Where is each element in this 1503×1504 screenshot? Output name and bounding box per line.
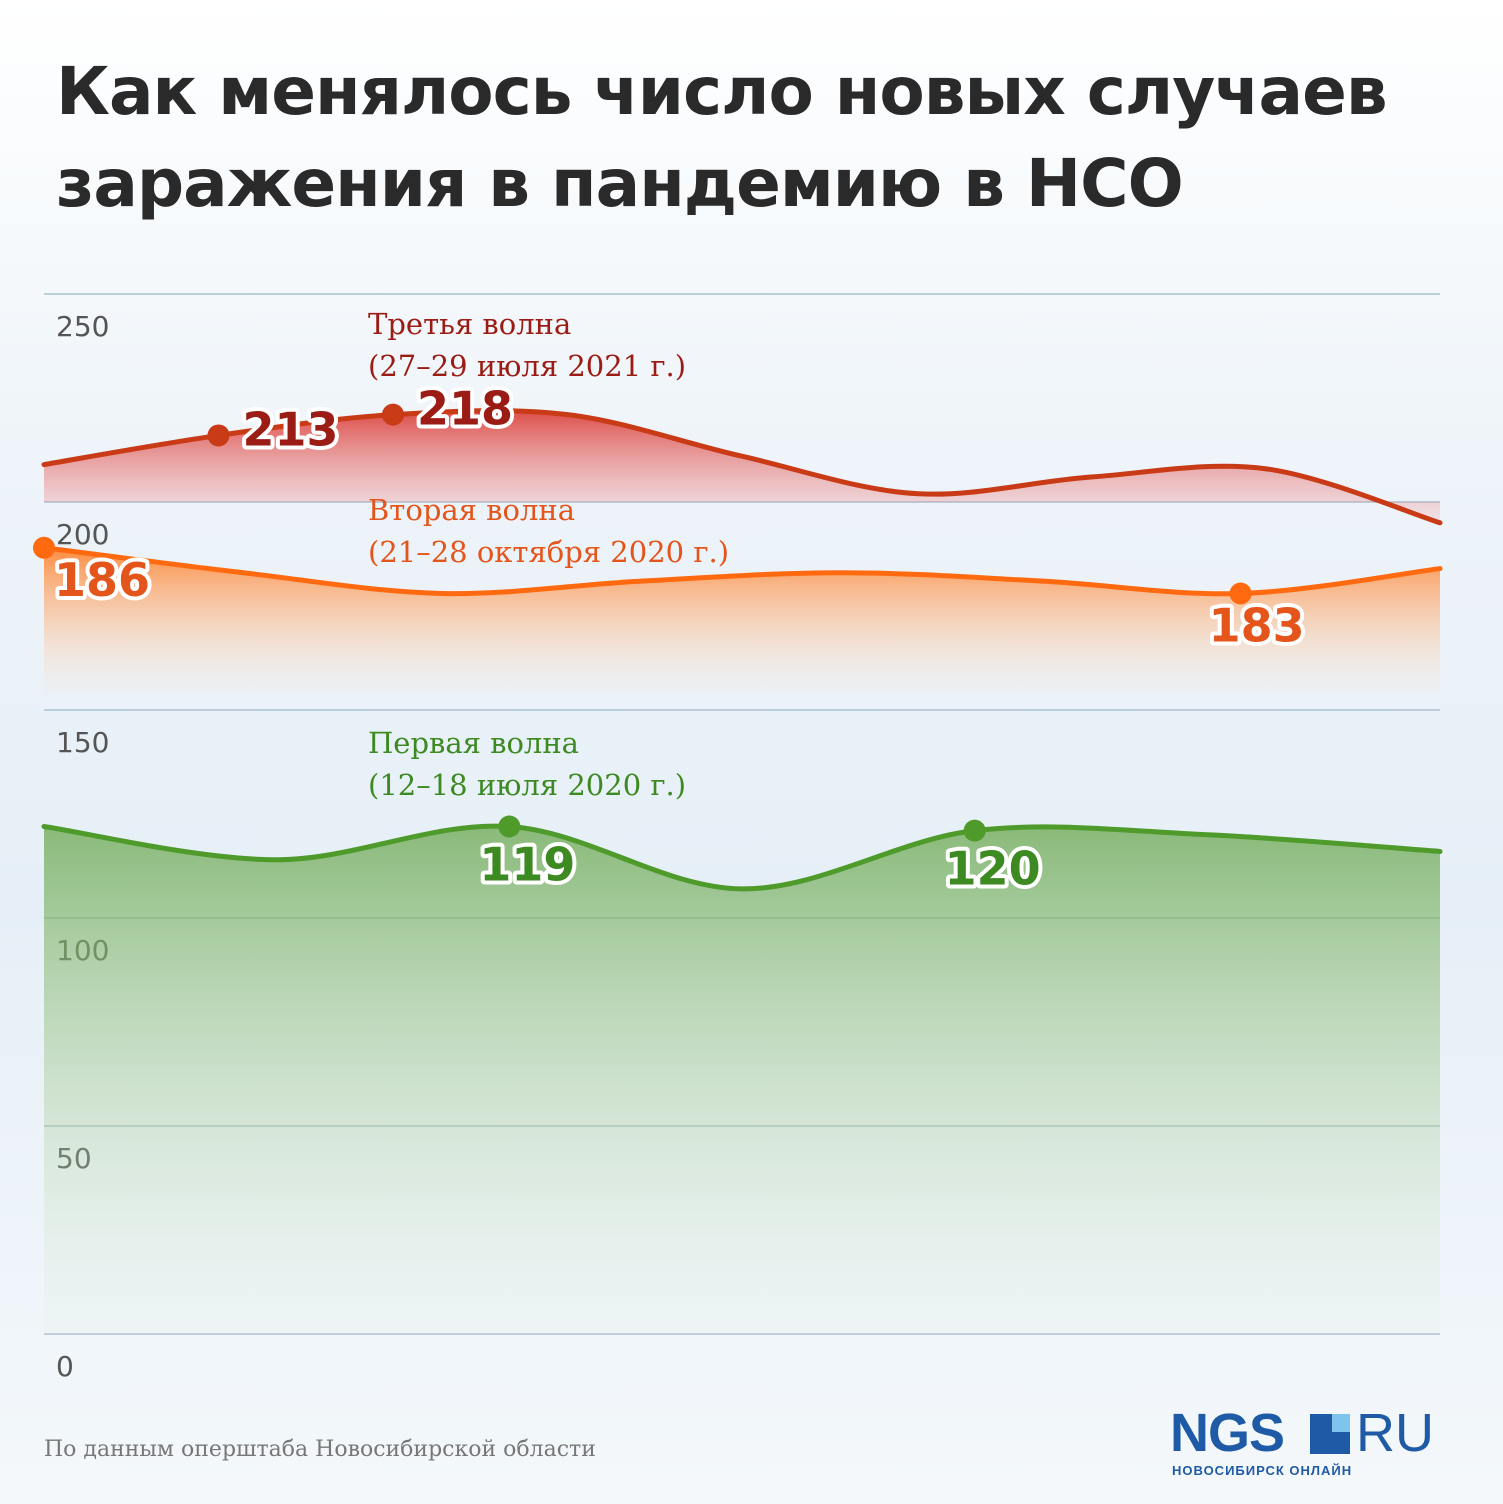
first-wave-area xyxy=(44,826,1440,1334)
y-tick-label: 250 xyxy=(56,310,109,343)
y-tick-label: 150 xyxy=(56,726,109,759)
third-point-label: 213 xyxy=(243,402,339,456)
chart-title: Как менялось число новых случаев заражен… xyxy=(56,53,1388,222)
second-wave-period: (21–28 октября 2020 г.) xyxy=(368,535,729,569)
logo-text: NGS xyxy=(1170,1403,1285,1463)
logo-square-icon xyxy=(1310,1414,1350,1454)
second-point-label: 186 xyxy=(54,553,150,607)
third-wave-area xyxy=(44,410,1440,523)
third-wave-period: (27–29 июля 2021 г.) xyxy=(368,349,686,383)
second-point-label: 183 xyxy=(1209,599,1305,653)
first-marker xyxy=(498,815,521,838)
third-marker xyxy=(207,424,230,447)
first-marker xyxy=(963,819,986,842)
second-wave-area xyxy=(44,547,1440,694)
third-point-label: 218 xyxy=(417,382,513,436)
third-wave-line xyxy=(41,408,1443,526)
third-marker xyxy=(382,403,404,426)
y-tick-label: 0 xyxy=(56,1350,74,1383)
source-note: По данным оперштаба Новосибирской област… xyxy=(44,1437,596,1462)
first-point-label: 119 xyxy=(479,837,575,891)
logo-tagline: НОВОСИБИРСК ОНЛАЙН xyxy=(1172,1463,1353,1478)
second-wave-line xyxy=(41,545,1443,597)
first-wave-period: (12–18 июля 2020 г.) xyxy=(368,768,686,802)
first-wave-name: Первая волна xyxy=(368,726,579,760)
ngs-logo: NGS RU НОВОСИБИРСК ОНЛАЙН xyxy=(1170,1403,1450,1478)
logo-suffix: RU xyxy=(1356,1403,1434,1463)
second-marker xyxy=(1229,582,1252,605)
y-tick-label: 200 xyxy=(56,518,109,551)
first-wave-line xyxy=(41,823,1443,892)
third-wave-name: Третья волна xyxy=(368,307,571,341)
second-wave-name: Вторая волна xyxy=(368,493,575,527)
first-point-label: 120 xyxy=(945,842,1041,896)
second-marker xyxy=(33,536,55,559)
